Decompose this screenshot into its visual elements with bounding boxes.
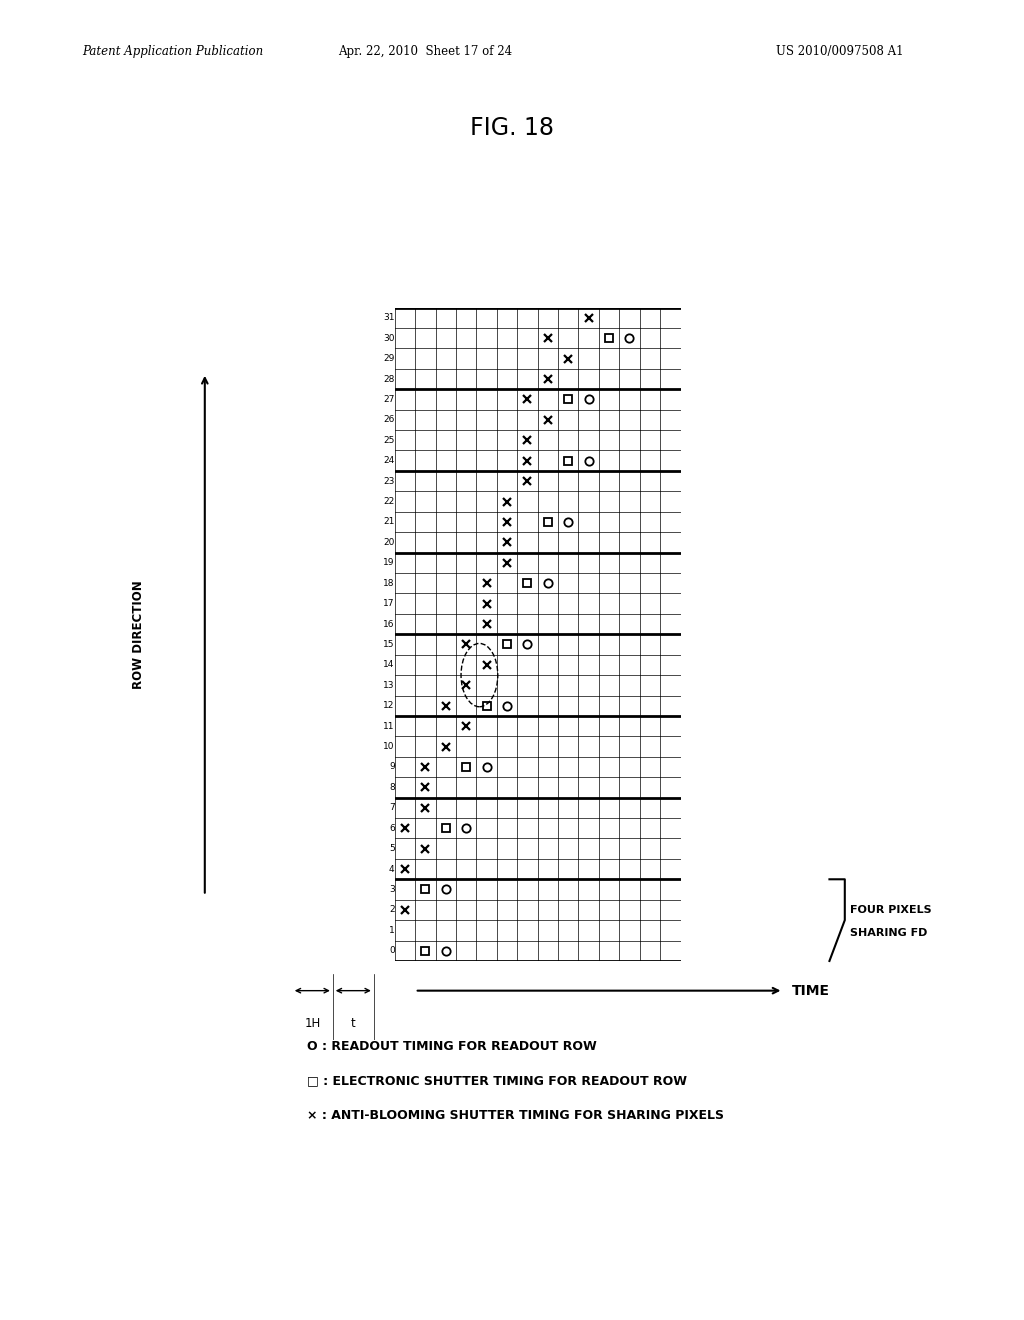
Text: 2: 2 bbox=[389, 906, 394, 915]
Text: 23: 23 bbox=[383, 477, 394, 486]
Text: 9: 9 bbox=[389, 763, 394, 771]
Text: Patent Application Publication: Patent Application Publication bbox=[82, 45, 263, 58]
Text: 14: 14 bbox=[383, 660, 394, 669]
Text: O : READOUT TIMING FOR READOUT ROW: O : READOUT TIMING FOR READOUT ROW bbox=[307, 1040, 597, 1053]
Text: 26: 26 bbox=[383, 416, 394, 424]
Text: 11: 11 bbox=[383, 722, 394, 731]
Text: t: t bbox=[351, 1018, 355, 1030]
Text: 6: 6 bbox=[389, 824, 394, 833]
Text: 20: 20 bbox=[383, 537, 394, 546]
Text: FIG. 18: FIG. 18 bbox=[470, 116, 554, 140]
Text: 1: 1 bbox=[389, 925, 394, 935]
Text: 1H: 1H bbox=[304, 1018, 321, 1030]
Text: 30: 30 bbox=[383, 334, 394, 343]
Text: 22: 22 bbox=[383, 498, 394, 506]
Text: FOUR PIXELS: FOUR PIXELS bbox=[850, 904, 932, 915]
Text: 28: 28 bbox=[383, 375, 394, 384]
Text: 18: 18 bbox=[383, 578, 394, 587]
Text: SHARING FD: SHARING FD bbox=[850, 928, 928, 939]
Text: 0: 0 bbox=[389, 946, 394, 956]
Text: 16: 16 bbox=[383, 619, 394, 628]
Text: 12: 12 bbox=[383, 701, 394, 710]
Text: 5: 5 bbox=[389, 845, 394, 853]
Text: Apr. 22, 2010  Sheet 17 of 24: Apr. 22, 2010 Sheet 17 of 24 bbox=[338, 45, 512, 58]
Text: 3: 3 bbox=[389, 884, 394, 894]
Text: 29: 29 bbox=[383, 354, 394, 363]
Text: 7: 7 bbox=[389, 804, 394, 812]
Text: 27: 27 bbox=[383, 395, 394, 404]
Text: 13: 13 bbox=[383, 681, 394, 690]
Text: 31: 31 bbox=[383, 313, 394, 322]
Text: □ : ELECTRONIC SHUTTER TIMING FOR READOUT ROW: □ : ELECTRONIC SHUTTER TIMING FOR READOU… bbox=[307, 1074, 687, 1088]
Text: 8: 8 bbox=[389, 783, 394, 792]
Text: 21: 21 bbox=[383, 517, 394, 527]
Text: US 2010/0097508 A1: US 2010/0097508 A1 bbox=[776, 45, 903, 58]
Text: TIME: TIME bbox=[792, 983, 829, 998]
Text: 10: 10 bbox=[383, 742, 394, 751]
Text: 15: 15 bbox=[383, 640, 394, 649]
Text: ROW DIRECTION: ROW DIRECTION bbox=[132, 579, 144, 689]
Text: 4: 4 bbox=[389, 865, 394, 874]
Text: × : ANTI-BLOOMING SHUTTER TIMING FOR SHARING PIXELS: × : ANTI-BLOOMING SHUTTER TIMING FOR SHA… bbox=[307, 1109, 724, 1122]
Text: 25: 25 bbox=[383, 436, 394, 445]
Text: 17: 17 bbox=[383, 599, 394, 609]
Text: 24: 24 bbox=[383, 457, 394, 465]
Text: 19: 19 bbox=[383, 558, 394, 568]
